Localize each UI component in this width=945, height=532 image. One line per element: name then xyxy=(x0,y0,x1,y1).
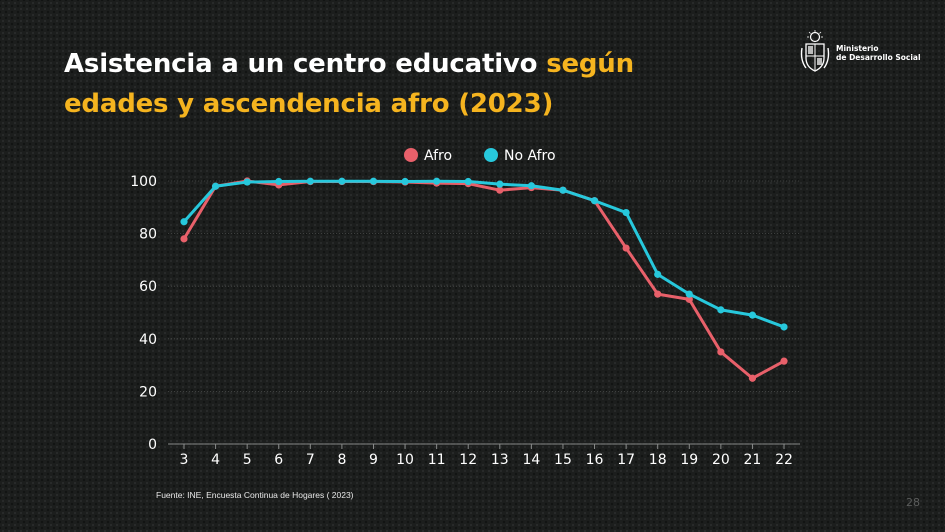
data-point-no-afro xyxy=(559,186,567,194)
logo-line-1: Ministerio xyxy=(836,44,879,53)
y-tick-label: 60 xyxy=(139,279,157,295)
x-tick-label: 4 xyxy=(211,452,220,468)
data-point-no-afro xyxy=(717,306,725,314)
data-point-no-afro xyxy=(275,177,283,186)
x-tick-label: 21 xyxy=(744,452,762,468)
data-point-no-afro xyxy=(780,323,788,331)
data-point-no-afro xyxy=(685,290,693,298)
title-part-3: edades y ascendencia afro (2023) xyxy=(64,89,554,119)
x-tick-label: 8 xyxy=(337,452,346,468)
x-tick-label: 17 xyxy=(617,452,635,468)
data-point-no-afro xyxy=(180,218,188,226)
data-point-no-afro xyxy=(211,182,220,190)
series-line-afro xyxy=(182,179,785,380)
source-note: Fuente: INE, Encuesta Continua de Hogare… xyxy=(156,490,354,500)
x-tick-label: 20 xyxy=(712,452,730,468)
x-tick-label: 13 xyxy=(491,452,509,468)
x-tick-label: 10 xyxy=(396,452,414,468)
data-point-no-afro xyxy=(654,270,662,278)
x-tick-label: 18 xyxy=(649,452,667,468)
uruguay-coat-of-arms-icon xyxy=(800,30,830,72)
x-tick-label: 15 xyxy=(554,452,572,468)
data-point-no-afro xyxy=(401,177,409,186)
data-point-afro xyxy=(717,348,725,356)
x-tick-label: 11 xyxy=(428,452,446,468)
data-point-no-afro xyxy=(369,177,378,185)
legend-marker-afro xyxy=(404,148,418,162)
data-point-afro xyxy=(622,244,630,252)
series-line-no-afro xyxy=(182,179,785,329)
legend-label-no-afro: No Afro xyxy=(504,148,556,164)
slide-title: Asistencia a un centro educativo según e… xyxy=(64,44,684,124)
data-point-afro xyxy=(180,235,188,243)
x-tick-label: 16 xyxy=(586,452,604,468)
data-point-no-afro xyxy=(433,177,441,185)
y-tick-label: 20 xyxy=(139,384,157,400)
data-point-no-afro xyxy=(748,311,757,319)
title-part-2: según xyxy=(546,49,634,79)
y-tick-label: 100 xyxy=(130,174,157,190)
x-tick-label: 7 xyxy=(306,452,315,468)
data-point-no-afro xyxy=(243,178,251,186)
data-point-afro xyxy=(654,290,662,298)
x-tick-label: 22 xyxy=(775,452,793,468)
data-point-afro xyxy=(685,295,693,303)
data-point-no-afro xyxy=(338,177,346,185)
data-point-no-afro xyxy=(527,182,535,190)
legend-label-afro: Afro xyxy=(424,148,452,164)
legend-marker-no-afro xyxy=(484,148,498,162)
x-tick-label: 19 xyxy=(680,452,698,468)
x-tick-label: 5 xyxy=(243,452,252,468)
data-point-no-afro xyxy=(622,208,630,217)
ministry-logo: Ministerio de Desarrollo Social xyxy=(797,30,937,76)
x-tick-label: 9 xyxy=(369,452,378,468)
logo-line-2: de Desarrollo Social xyxy=(836,53,921,62)
data-point-no-afro xyxy=(306,177,314,185)
x-tick-label: 3 xyxy=(180,452,189,468)
x-tick-label: 12 xyxy=(459,452,477,468)
page-number: 28 xyxy=(906,496,920,509)
y-tick-label: 40 xyxy=(139,332,157,348)
data-point-afro xyxy=(780,357,788,365)
logo-text: Ministerio de Desarrollo Social xyxy=(836,44,921,62)
y-tick-label: 80 xyxy=(139,227,157,243)
data-point-no-afro xyxy=(496,180,504,188)
data-point-afro xyxy=(496,186,504,194)
x-tick-label: 14 xyxy=(522,452,540,468)
data-point-afro xyxy=(748,374,757,382)
y-tick-label: 0 xyxy=(148,437,157,453)
data-point-no-afro xyxy=(590,197,599,205)
title-part-1: Asistencia a un centro educativo xyxy=(64,49,547,79)
x-tick-label: 6 xyxy=(274,452,283,468)
data-point-no-afro xyxy=(464,177,472,186)
